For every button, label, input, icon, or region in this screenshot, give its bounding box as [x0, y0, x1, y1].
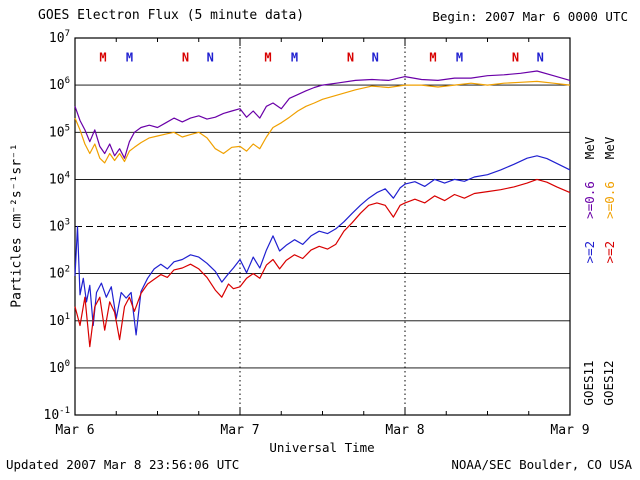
series-goes12-e2	[74, 178, 571, 348]
x-tick-label: Mar 8	[385, 423, 424, 438]
x-tick-label: Mar 9	[550, 423, 589, 438]
x-tick-label: Mar 7	[220, 423, 259, 438]
y-axis-title: Particles cm⁻²s⁻¹sr⁻¹	[9, 143, 25, 308]
y-tick-label: 104	[49, 170, 70, 187]
updated-timestamp: Updated 2007 Mar 8 23:56:06 UTC	[6, 457, 240, 472]
y-tick-label: 102	[49, 265, 70, 282]
satellite-midnight-marker: M	[291, 51, 298, 65]
legend-goes11-name: GOES11	[581, 360, 596, 406]
plot-frame	[74, 37, 571, 416]
y-tick-label: 101	[49, 312, 70, 329]
legend-goes12-ge06-label: >=0.6	[601, 181, 617, 219]
x-axis-title: Universal Time	[269, 440, 375, 455]
legend-goes12-unit-label: MeV	[601, 136, 617, 160]
series-goes11-e2	[74, 155, 571, 336]
legend-goes12-ge2-label: >=2	[601, 240, 617, 264]
satellite-midnight-marker: M	[429, 51, 436, 65]
legend-goes11-channels: >=2 >=0.6 MeV	[581, 95, 597, 305]
legend-goes12-channels: >=2 >=0.6 MeV	[601, 95, 617, 305]
satellite-noon-marker: N	[372, 51, 379, 65]
chart-title: GOES Electron Flux (5 minute data)	[38, 8, 305, 23]
legend-goes11-ge2-label: >=2	[581, 240, 597, 264]
y-tick-label: 100	[49, 359, 70, 376]
satellite-midnight-marker: M	[126, 51, 133, 65]
source-label: NOAA/SEC Boulder, CO USA	[451, 457, 632, 472]
satellite-noon-marker: N	[537, 51, 544, 65]
legend-goes12-name: GOES12	[601, 360, 616, 406]
begin-label: Begin: 2007 Mar 6 0000 UTC	[432, 9, 628, 24]
y-tick-label: 105	[49, 123, 70, 140]
satellite-noon-marker: N	[512, 51, 519, 65]
legend-goes11-unit-label: MeV	[581, 136, 597, 160]
y-tick-label: 107	[49, 29, 70, 46]
legend-goes11-ge06-label: >=0.6	[581, 181, 597, 219]
satellite-midnight-marker: M	[99, 51, 106, 65]
series-goes12-e06	[74, 80, 571, 164]
satellite-midnight-marker: M	[264, 51, 271, 65]
y-tick-label: 10-1	[44, 406, 71, 423]
satellite-noon-marker: N	[347, 51, 354, 65]
y-tick-label: 106	[49, 76, 70, 93]
satellite-noon-marker: N	[207, 51, 214, 65]
satellite-noon-marker: N	[182, 51, 189, 65]
y-tick-label: 103	[49, 218, 70, 235]
satellite-midnight-marker: M	[456, 51, 463, 65]
series-goes11-e06	[74, 70, 571, 159]
x-tick-label: Mar 6	[55, 423, 94, 438]
